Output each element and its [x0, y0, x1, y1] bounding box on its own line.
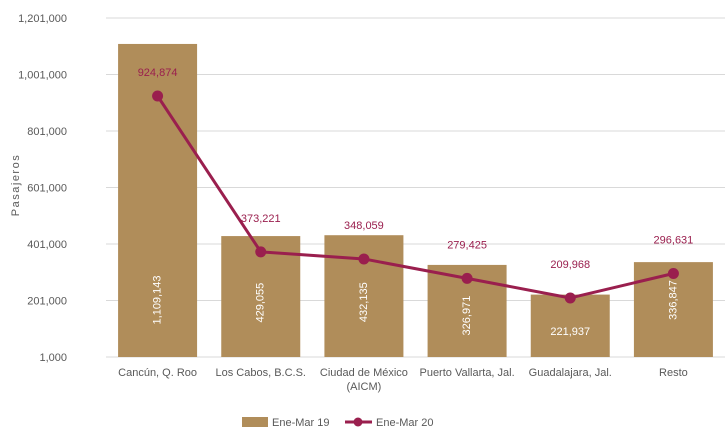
line-value-label: 373,221 [241, 213, 281, 225]
y-axis-label: Pasajeros [10, 154, 22, 216]
category-label: Puerto Vallarta, Jal. [419, 367, 514, 379]
category-label: Los Cabos, B.C.S. [216, 367, 307, 379]
category-label: Resto [659, 367, 688, 379]
bar-value-label: 326,971 [461, 296, 473, 336]
y-tick-label: 1,001,000 [18, 70, 67, 82]
legend: Ene-Mar 19 Ene-Mar 20 [242, 417, 433, 429]
line-point [255, 246, 267, 258]
legend-marker-ene-mar-20 [353, 417, 363, 427]
category-label: Cancún, Q. Roo [118, 367, 197, 379]
line-value-label: 348,059 [344, 220, 384, 232]
line-point [667, 267, 679, 279]
legend-label-ene-mar-20: Ene-Mar 20 [376, 417, 433, 429]
y-tick-label: 601,000 [27, 183, 67, 195]
bar [530, 294, 610, 357]
y-tick-label: 801,000 [27, 126, 67, 138]
bar-value-label: 1,109,143 [151, 276, 163, 325]
bar-value-label: 221,937 [550, 326, 590, 338]
category-label: Guadalajara, Jal. [529, 367, 612, 379]
bar-value-label: 336,847 [667, 280, 679, 320]
gridlines [106, 17, 725, 358]
y-tick-label: 1,201,000 [18, 13, 67, 25]
line-point [564, 292, 576, 304]
y-tick-label: 201,000 [27, 296, 67, 308]
line-point [152, 90, 164, 102]
y-tick-label: 1,000 [39, 352, 67, 364]
bar-value-label: 429,055 [255, 283, 267, 323]
y-axis-ticks: 1,000 201,000 401,000 601,000 801,000 1,001,0… [18, 13, 67, 364]
line-point [358, 253, 370, 265]
bar-value-label: 432,135 [358, 282, 370, 322]
category-label: (AICM) [347, 381, 382, 393]
line-value-label: 209,968 [550, 259, 590, 271]
line-path [156, 95, 674, 300]
bars-ene-mar-19: 1,109,143 429,055 432,135 326,971 221,937 336… [118, 43, 713, 357]
line-value-label: 296,631 [654, 234, 694, 246]
legend-swatch-ene-mar-19 [242, 417, 268, 427]
y-tick-label: 401,000 [27, 239, 67, 251]
category-label: Ciudad de México [320, 367, 408, 379]
x-axis-categories: Cancún, Q. Roo Los Cabos, B.C.S. Ciudad de… [118, 367, 688, 393]
line-ene-mar-20: 924,874 373,221 348,059 279,425 209,968 296,6… [138, 67, 694, 304]
line-value-label: 924,874 [138, 67, 178, 79]
line-value-label: 279,425 [447, 239, 487, 251]
line-point [461, 272, 473, 284]
legend-label-ene-mar-19: Ene-Mar 19 [272, 417, 329, 429]
